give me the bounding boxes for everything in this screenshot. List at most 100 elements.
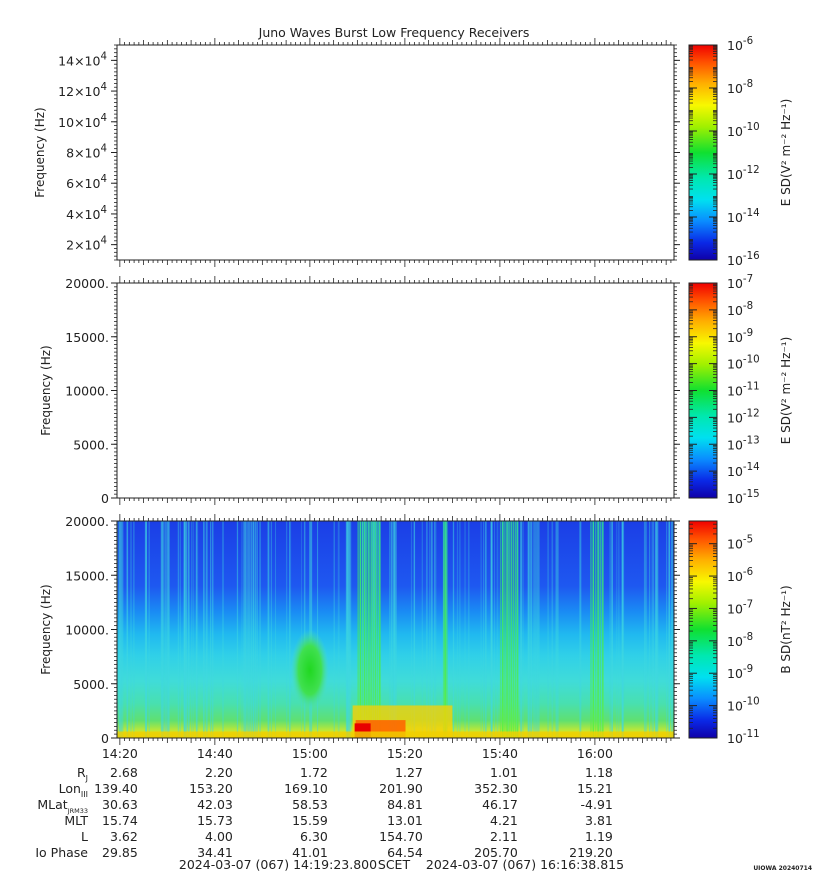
- x-tick-label: 15:40: [482, 746, 518, 761]
- colorbar-tick-label-middle: 10-14: [727, 461, 760, 479]
- ephemeris-value: 2.11: [490, 829, 518, 844]
- ephemeris-value: 169.10: [284, 781, 328, 796]
- spectrogram-streak: [393, 521, 395, 738]
- plot-frame-middle: [116, 282, 675, 499]
- y-tick-label-bottom: 0: [101, 731, 109, 746]
- emission-burst-line: [444, 521, 447, 738]
- spectrogram-streak: [253, 521, 255, 738]
- spectrogram-streak: [434, 521, 436, 738]
- spectrogram-streak: [345, 521, 347, 738]
- x-tick-label: 16:00: [577, 746, 613, 761]
- spectrogram-streak: [413, 521, 416, 738]
- spectrogram-streak: [656, 521, 659, 738]
- ephemeris-row-label: Io Phase: [35, 845, 88, 860]
- spectrogram-streak: [145, 521, 148, 738]
- spectrogram-streak: [393, 521, 396, 738]
- spectrogram-streak: [530, 521, 532, 738]
- spectrogram-streak: [346, 521, 348, 738]
- emission-burst-line: [370, 521, 372, 738]
- bottom-spectrogram-image: [117, 521, 674, 738]
- spectrogram-streak: [184, 521, 186, 738]
- spectrogram-streak: [127, 521, 129, 738]
- emission-burst-line: [376, 521, 379, 738]
- spectrogram-streak: [246, 521, 249, 738]
- colorbar-tick-label-bottom: 10-9: [727, 663, 753, 681]
- spectrogram-streak: [117, 521, 119, 738]
- footer-end-time: 2024-03-07 (067) 16:16:38.815: [426, 857, 624, 872]
- ephemeris-value: 1.19: [585, 829, 613, 844]
- emission-burst-line: [512, 521, 515, 738]
- spectrogram-streak: [255, 521, 257, 738]
- y-axis-label-top: Frequency (Hz): [33, 107, 47, 198]
- emission-burst-line: [363, 521, 366, 738]
- ephemeris-value: 352.30: [474, 781, 518, 796]
- colorbar-top: [688, 44, 718, 261]
- spectrogram-streak: [555, 521, 558, 738]
- ephemeris-value: 1.01: [490, 765, 518, 780]
- colorbar-tick-label-bottom: 10-11: [727, 728, 760, 746]
- spectrogram-streak: [429, 521, 431, 738]
- spectrogram-streak: [480, 521, 482, 738]
- spectrogram-streak: [651, 521, 653, 738]
- spectrogram-streak: [144, 521, 147, 738]
- colorbar-tick-label-middle: 10-13: [727, 434, 760, 452]
- spectrogram-streak: [203, 521, 205, 738]
- ephemeris-row-label: L: [81, 829, 88, 844]
- spectrogram-streak: [191, 521, 193, 738]
- spectrogram-streak: [464, 521, 466, 738]
- spectrogram-streak: [193, 521, 195, 738]
- spectrogram-streak: [267, 521, 270, 738]
- spectrogram-streak: [426, 521, 428, 738]
- ephemeris-value: 1.72: [300, 765, 328, 780]
- spectrogram-streak: [164, 521, 167, 738]
- colorbar-tick-label-middle: 10-7: [727, 273, 753, 291]
- spectrogram-streak: [183, 521, 186, 738]
- ephemeris-value: 2.68: [110, 765, 138, 780]
- x-tick-label: 15:00: [292, 746, 328, 761]
- colorbar-tick-label-bottom: 10-7: [727, 598, 753, 616]
- spectrogram-streak: [610, 521, 613, 738]
- spectrogram-streak: [557, 521, 559, 738]
- spectrogram-streak: [421, 521, 423, 738]
- ephemeris-row-label: RJ: [77, 765, 88, 783]
- spectrogram-streak: [244, 521, 246, 738]
- ephemeris-row-label: MLatJRM33: [37, 797, 88, 815]
- spectrogram-streak: [611, 521, 613, 738]
- spectrogram-streak: [248, 521, 251, 738]
- spectrogram-streak: [609, 521, 611, 738]
- colorbar-tick-label-top: 10-6: [727, 35, 753, 53]
- spectrogram-streak: [211, 521, 214, 738]
- emission-burst-line: [359, 521, 362, 738]
- spectrogram-streak: [491, 521, 493, 738]
- spectrogram-streak: [162, 521, 164, 738]
- y-tick-label-middle: 0: [101, 491, 109, 506]
- spectrogram-streak: [247, 521, 250, 738]
- colorbar-tick-label-middle: 10-11: [727, 381, 760, 399]
- y-axis-label-bottom: Frequency (Hz): [39, 584, 53, 675]
- spectrogram-streak: [393, 521, 395, 738]
- ephemeris-value: 153.20: [189, 781, 233, 796]
- spectrogram-streak: [197, 521, 199, 738]
- colorbar-tick-label-middle: 10-10: [727, 354, 760, 372]
- spectrogram-streak: [668, 521, 670, 738]
- y-axis-label-middle: Frequency (Hz): [39, 345, 53, 436]
- y-tick-label-top: 4×104: [66, 204, 107, 222]
- spectrogram-streak: [671, 521, 673, 738]
- spectrogram-streak: [309, 521, 311, 738]
- spectrogram-streak: [167, 521, 170, 738]
- ephemeris-value: 15.73: [197, 813, 233, 828]
- spectrogram-streak: [252, 521, 255, 738]
- ephemeris-value: 3.62: [110, 829, 138, 844]
- spectrogram-streak: [520, 521, 522, 738]
- ephemeris-value: 64.54: [387, 845, 423, 860]
- spectrogram-streak: [301, 521, 302, 738]
- emission-burst-line: [506, 521, 508, 738]
- spectrogram-streak: [275, 521, 276, 738]
- spectrogram-streak: [222, 521, 224, 738]
- spectrogram-streak: [119, 521, 121, 738]
- ephemeris-value: -4.91: [581, 797, 613, 812]
- spectrogram-streak: [210, 521, 211, 738]
- spectrogram-streak: [579, 521, 581, 738]
- ephemeris-value: 6.30: [300, 829, 328, 844]
- spectrogram-streak: [317, 521, 319, 738]
